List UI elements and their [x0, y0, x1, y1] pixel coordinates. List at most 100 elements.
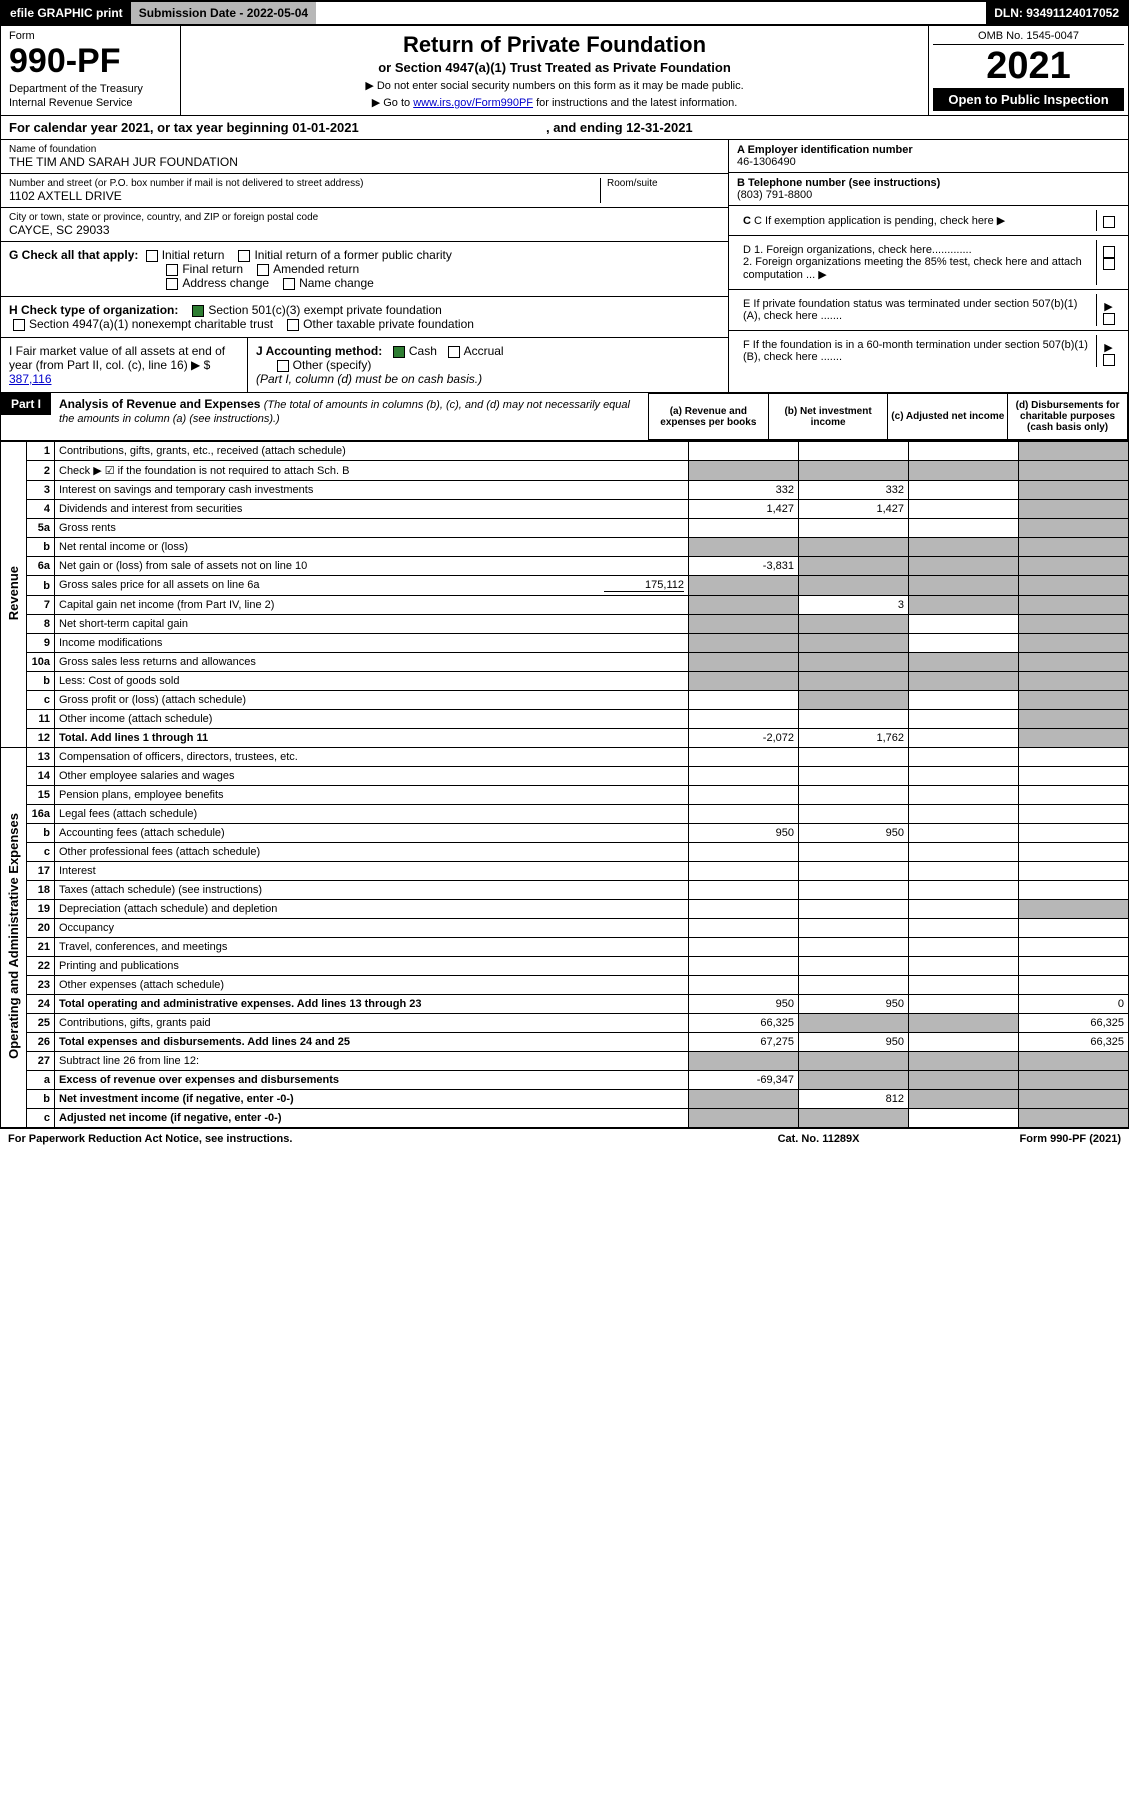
cell	[1019, 919, 1129, 938]
table-row: 7Capital gain net income (from Part IV, …	[1, 596, 1129, 615]
part1-table: Revenue1Contributions, gifts, grants, et…	[0, 441, 1129, 1128]
col-a-hdr: (a) Revenue and expenses per books	[649, 394, 769, 440]
cell	[909, 538, 1019, 557]
cell	[799, 957, 909, 976]
table-row: 10aGross sales less returns and allowanc…	[1, 653, 1129, 672]
cell	[689, 519, 799, 538]
cb-name-change[interactable]	[283, 278, 295, 290]
cell	[689, 748, 799, 767]
fmv-link[interactable]: 387,116	[9, 372, 52, 386]
line-number: 24	[27, 995, 55, 1014]
table-row: bNet rental income or (loss)	[1, 538, 1129, 557]
cb-accrual[interactable]	[448, 346, 460, 358]
cell	[909, 824, 1019, 843]
cell	[799, 653, 909, 672]
col-d-hdr: (d) Disbursements for charitable purpose…	[1008, 394, 1128, 440]
table-row: 17Interest	[1, 862, 1129, 881]
table-row: Revenue1Contributions, gifts, grants, et…	[1, 442, 1129, 461]
cb-d2[interactable]	[1103, 258, 1115, 270]
cell	[799, 442, 909, 461]
line-desc: Contributions, gifts, grants paid	[55, 1014, 689, 1033]
line-number: 20	[27, 919, 55, 938]
line-number: b	[27, 1090, 55, 1109]
cell: 950	[799, 824, 909, 843]
cb-501c3[interactable]	[192, 305, 204, 317]
cell	[909, 461, 1019, 481]
cell	[689, 615, 799, 634]
cell	[799, 557, 909, 576]
line-number: 5a	[27, 519, 55, 538]
cell	[1019, 786, 1129, 805]
cell	[799, 538, 909, 557]
cell	[689, 938, 799, 957]
cell	[909, 995, 1019, 1014]
cell: 66,325	[689, 1014, 799, 1033]
dln: DLN: 93491124017052	[986, 2, 1127, 24]
line-number: 19	[27, 900, 55, 919]
line-desc: Occupancy	[55, 919, 689, 938]
line-number: 1	[27, 442, 55, 461]
open-inspection: Open to Public Inspection	[933, 88, 1124, 111]
irs-link-line: ▶ Go to www.irs.gov/Form990PF for instru…	[187, 96, 922, 109]
line-number: 2	[27, 461, 55, 481]
cell	[909, 957, 1019, 976]
cell	[909, 938, 1019, 957]
cell: 0	[1019, 995, 1129, 1014]
irs-link[interactable]: www.irs.gov/Form990PF	[413, 97, 533, 109]
address-cell: Number and street (or P.O. box number if…	[1, 174, 728, 208]
section-tab: Revenue	[1, 442, 27, 748]
cell	[689, 596, 799, 615]
cell	[1019, 442, 1129, 461]
cell	[799, 1109, 909, 1128]
cell	[1019, 653, 1129, 672]
cb-other-method[interactable]	[277, 360, 289, 372]
cb-other-taxable[interactable]	[287, 319, 299, 331]
cb-initial-former[interactable]	[238, 250, 250, 262]
line-number: 12	[27, 729, 55, 748]
table-row: 14Other employee salaries and wages	[1, 767, 1129, 786]
cb-amended[interactable]	[257, 264, 269, 276]
table-row: 24Total operating and administrative exp…	[1, 995, 1129, 1014]
line-desc: Accounting fees (attach schedule)	[55, 824, 689, 843]
table-row: bLess: Cost of goods sold	[1, 672, 1129, 691]
cb-c[interactable]	[1103, 216, 1115, 228]
cell	[909, 881, 1019, 900]
line-desc: Net rental income or (loss)	[55, 538, 689, 557]
cb-d1[interactable]	[1103, 246, 1115, 258]
cell	[909, 442, 1019, 461]
line-desc: Pension plans, employee benefits	[55, 786, 689, 805]
line-desc: Capital gain net income (from Part IV, l…	[55, 596, 689, 615]
cb-initial-return[interactable]	[146, 250, 158, 262]
cell	[909, 1033, 1019, 1052]
cell	[799, 900, 909, 919]
cell	[909, 805, 1019, 824]
table-row: 27Subtract line 26 from line 12:	[1, 1052, 1129, 1071]
cell: 950	[799, 1033, 909, 1052]
cb-f[interactable]	[1103, 354, 1115, 366]
line-desc: Compensation of officers, directors, tru…	[55, 748, 689, 767]
cell	[1019, 1052, 1129, 1071]
cell	[909, 900, 1019, 919]
cb-final-return[interactable]	[166, 264, 178, 276]
line-desc: Net investment income (if negative, ente…	[55, 1090, 689, 1109]
form-header: Form 990-PF Department of the Treasury I…	[0, 26, 1129, 116]
cell	[1019, 538, 1129, 557]
cb-4947[interactable]	[13, 319, 25, 331]
cell	[799, 919, 909, 938]
cell	[799, 691, 909, 710]
cb-address-change[interactable]	[166, 278, 178, 290]
line-number: 3	[27, 481, 55, 500]
cell	[909, 729, 1019, 748]
cb-e[interactable]	[1103, 313, 1115, 325]
cb-cash[interactable]	[393, 346, 405, 358]
cell	[909, 615, 1019, 634]
line-desc: Taxes (attach schedule) (see instruction…	[55, 881, 689, 900]
cell	[799, 767, 909, 786]
line-number: c	[27, 843, 55, 862]
line-desc: Total. Add lines 1 through 11	[55, 729, 689, 748]
cell	[799, 1071, 909, 1090]
cell	[909, 557, 1019, 576]
cell	[799, 1052, 909, 1071]
cell	[1019, 500, 1129, 519]
cell	[909, 1090, 1019, 1109]
